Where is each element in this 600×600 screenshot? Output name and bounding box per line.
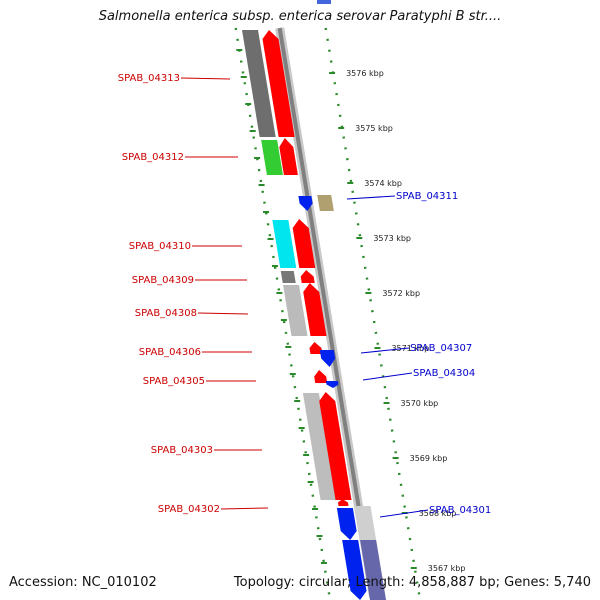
kbp-tick-label: 3568 kbp	[419, 509, 457, 518]
gene-arrow-reverse	[336, 508, 357, 540]
gene-label-reverse: SPAB_04311	[396, 191, 458, 202]
gene-label-reverse: SPAB_04301	[429, 505, 491, 516]
leader-line-forward	[197, 312, 249, 315]
leader-line-reverse	[346, 195, 396, 200]
accession-text: Accession: NC_010102	[9, 575, 157, 590]
block-gray-dark	[242, 30, 276, 137]
guide-dotted-lines	[234, 27, 421, 596]
gene-label-forward: SPAB_04303	[151, 445, 213, 456]
gene-arrow-reverse	[319, 350, 336, 367]
gene-labels: SPAB_04313 SPAB_04312 SPAB_04310 SPAB_04309…	[118, 73, 492, 516]
feature-blocks	[242, 30, 387, 600]
gene-arrows	[262, 0, 367, 600]
leader-line-forward	[180, 77, 231, 80]
kbp-ticks: 3576 kbp 3575 kbp 3574 kbp 3573 kbp 3572 kbp…	[236, 49, 466, 573]
gene-label-forward: SPAB_04310	[129, 241, 191, 252]
gene-arrow-forward	[279, 138, 298, 175]
gene-arrow-forward	[309, 342, 323, 354]
gene-arrow-forward	[314, 370, 328, 383]
gene-arrow-forward	[319, 392, 352, 500]
gene-label-forward: SPAB_04313	[118, 73, 180, 84]
block-purple	[360, 540, 387, 600]
gene-label-forward: SPAB_04305	[143, 376, 205, 387]
kbp-tick-label: 3567 kbp	[428, 564, 466, 573]
gene-arrow-reverse	[298, 196, 313, 211]
block-gray-long	[302, 393, 337, 500]
leader-line-reverse	[362, 372, 413, 381]
block-green	[261, 140, 283, 175]
left-guide-line	[234, 27, 331, 596]
gene-arrow-reverse	[342, 540, 367, 600]
gene-arrow-reverse	[325, 381, 339, 388]
backbone-track	[275, 27, 379, 599]
leader-line-reverse	[379, 509, 429, 518]
kbp-tick-label: 3573 kbp	[373, 234, 411, 243]
gene-label-forward: SPAB_04309	[132, 275, 194, 286]
kbp-tick-label: 3572 kbp	[382, 289, 420, 298]
kbp-tick-label: 3570 kbp	[401, 399, 439, 408]
block-gray-light	[283, 285, 308, 336]
gene-arrow-forward	[262, 30, 295, 137]
gene-label-reverse: SPAB_04307	[410, 343, 472, 354]
block-gray-right	[354, 506, 377, 540]
kbp-tick-label: 3574 kbp	[364, 179, 402, 188]
gene-label-reverse: SPAB_04304	[413, 368, 475, 379]
genome-title: Salmonella enterica subsp. enterica sero…	[98, 9, 502, 24]
backbone-line	[277, 27, 376, 599]
gene-arrow-forward	[300, 270, 315, 283]
block-cyan	[272, 220, 297, 268]
gene-label-forward: SPAB_04302	[158, 504, 220, 515]
leader-line-reverse	[360, 347, 410, 354]
genome-summary-text: Topology: circular; Length: 4,858,887 bp…	[233, 575, 591, 590]
kbp-tick-label: 3569 kbp	[410, 454, 448, 463]
kbp-tick-label: 3576 kbp	[346, 69, 384, 78]
gene-label-forward: SPAB_04312	[122, 152, 184, 163]
block-gray-small	[280, 271, 296, 283]
gene-label-forward: SPAB_04306	[139, 347, 201, 358]
gene-arrow-top-partial	[317, 0, 331, 4]
label-leader-lines	[180, 77, 429, 518]
kbp-tick-label: 3575 kbp	[355, 124, 393, 133]
kbp-tick-label: 3571 kbp	[391, 344, 429, 353]
gene-arrow-forward	[292, 219, 316, 268]
gene-arrow-forward	[337, 499, 349, 506]
block-olive	[317, 195, 334, 211]
leader-line-forward	[220, 507, 269, 510]
gene-label-forward: SPAB_04308	[135, 308, 197, 319]
gene-arrow-forward	[303, 283, 327, 336]
right-guide-line	[324, 27, 421, 596]
